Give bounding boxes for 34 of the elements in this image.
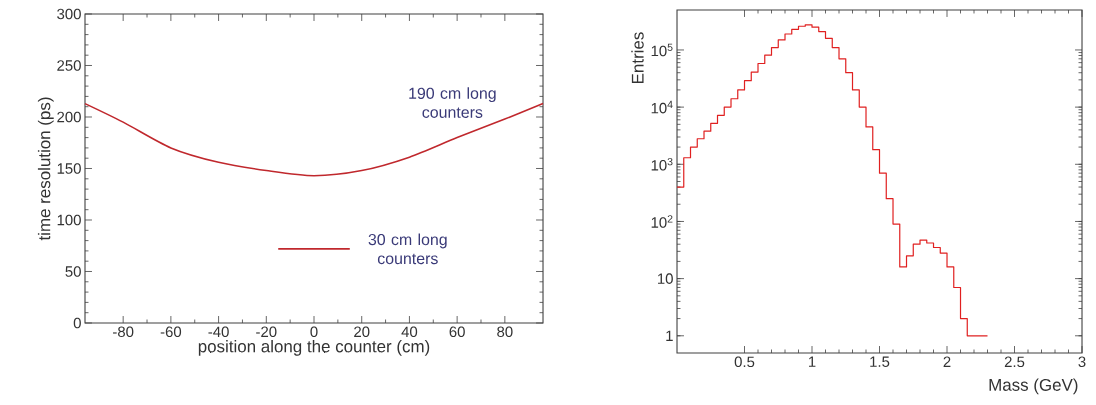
y-axis-title: Entries [631, 32, 644, 83]
x-tick-label: -40 [208, 326, 229, 338]
y-tick-label: 200 [57, 111, 81, 123]
x-tick-label: 3 [1078, 356, 1086, 368]
x-tick-label: 2 [943, 356, 951, 367]
y-tick-label: 50 [65, 266, 81, 277]
x-tick-label: 60 [449, 326, 465, 338]
x-tick-label: 1.5 [870, 356, 890, 367]
line-series [84, 102, 544, 177]
y-tick-label: 10$^{4}$ [651, 100, 673, 114]
y-tick-label: 10$^{3}$ [651, 157, 673, 171]
x-axis-title: Mass (GeV) [989, 378, 1078, 395]
x-tick-label: -20 [256, 326, 277, 338]
x-axis-title: position along the counter (cm) [198, 339, 430, 356]
x-tick-label: 40 [401, 326, 418, 338]
y-tick-label: 10$^{2}$ [651, 215, 673, 228]
y-tick-label: 300 [57, 8, 81, 20]
x-tick-label: 0 [310, 326, 318, 338]
y-tick-label: 250 [57, 60, 81, 71]
x-tick-label: -60 [160, 326, 182, 338]
x-tick-label: 0.5 [734, 356, 755, 368]
x-tick-label: 20 [354, 326, 370, 338]
series-label: 190 cm long counters [409, 87, 496, 118]
y-tick-label: 150 [57, 163, 81, 174]
y-axis-title: time resolution (ps) [37, 97, 54, 241]
x-tick-label: -80 [113, 326, 134, 338]
y-tick-label: 0 [73, 317, 81, 329]
y-tick-label: 10 [658, 273, 673, 284]
x-tick-label: 1 [808, 356, 816, 367]
x-tick-label: 2.5 [1004, 356, 1025, 368]
y-tick-label: 100 [57, 214, 81, 226]
series-label: 30 cm long counters [368, 233, 447, 265]
x-tick-label: 80 [497, 326, 513, 338]
y-tick-label: 10$^{5}$ [651, 43, 673, 57]
